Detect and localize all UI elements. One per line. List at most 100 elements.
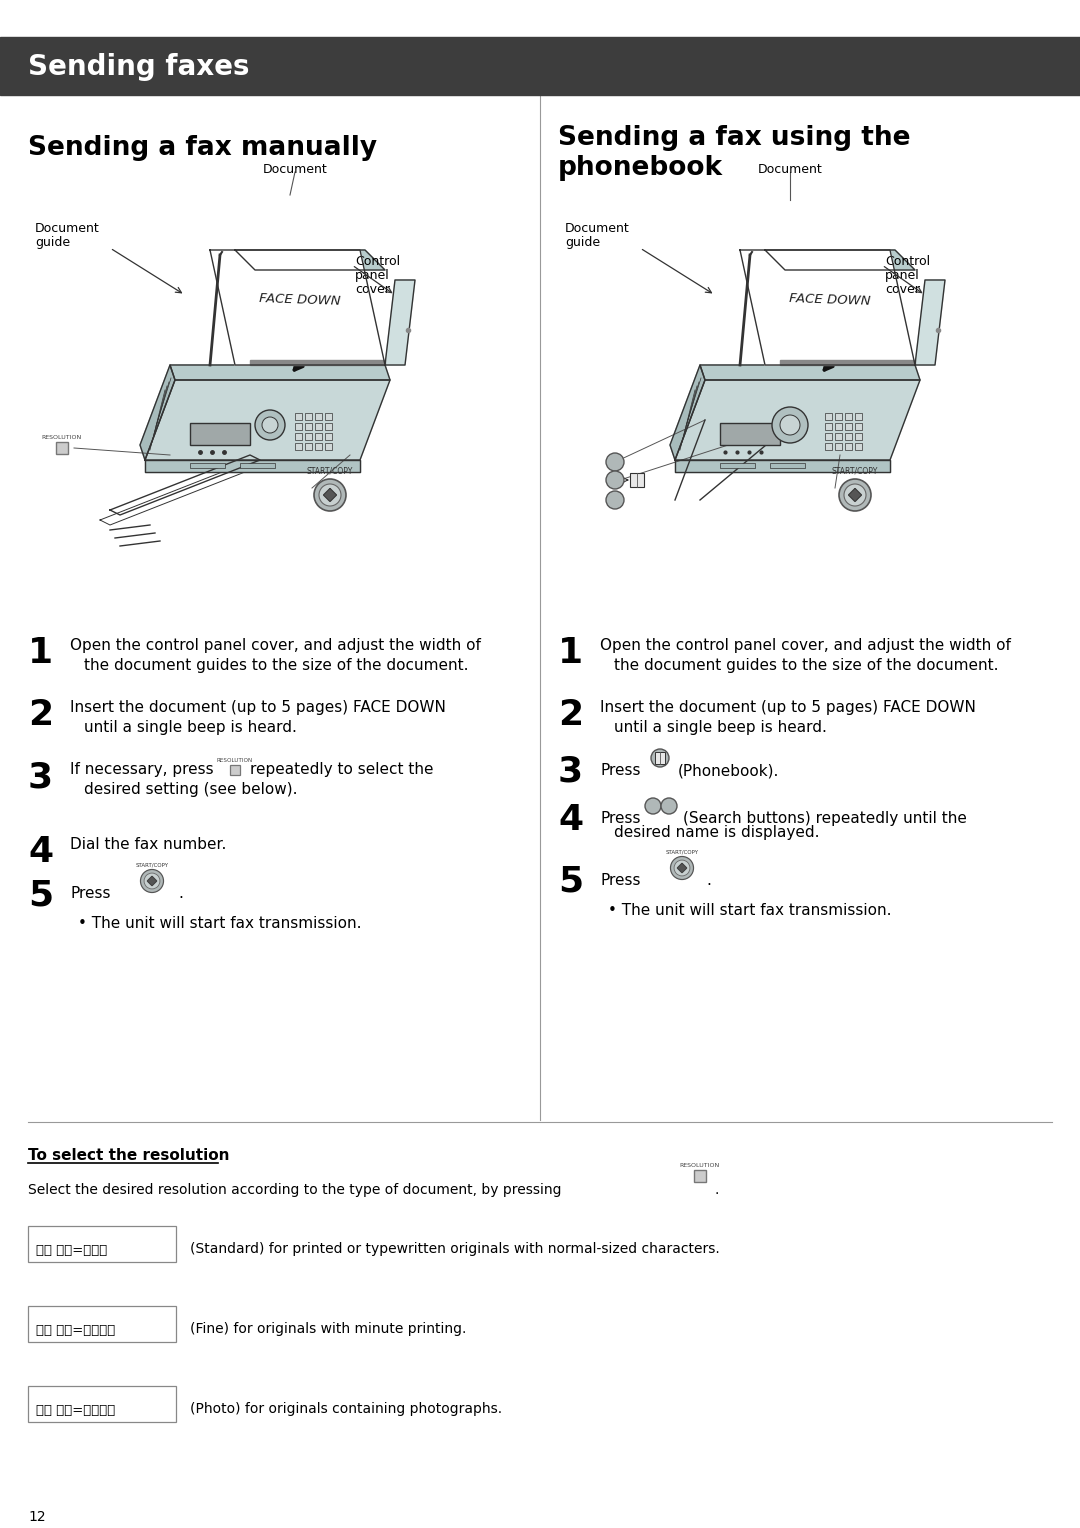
Text: until a single beep is heard.: until a single beep is heard. xyxy=(615,720,827,735)
Polygon shape xyxy=(780,361,915,365)
Polygon shape xyxy=(210,251,384,365)
Text: Document: Document xyxy=(758,163,822,176)
Text: Press: Press xyxy=(600,762,640,778)
Text: Press: Press xyxy=(600,872,640,888)
Bar xyxy=(720,463,755,468)
Polygon shape xyxy=(235,251,384,270)
Text: START/COPY: START/COPY xyxy=(307,468,353,477)
Circle shape xyxy=(651,749,669,767)
Polygon shape xyxy=(915,280,945,365)
Text: • The unit will start fax transmission.: • The unit will start fax transmission. xyxy=(608,903,891,918)
Bar xyxy=(325,423,332,429)
Bar xyxy=(295,443,302,451)
Bar xyxy=(770,463,805,468)
Polygon shape xyxy=(740,251,915,365)
Polygon shape xyxy=(110,455,260,515)
Text: Press: Press xyxy=(70,886,110,902)
Polygon shape xyxy=(100,465,249,526)
Text: 4: 4 xyxy=(28,834,53,869)
Text: If necessary, press: If necessary, press xyxy=(70,762,214,778)
Text: 12: 12 xyxy=(28,1510,45,1523)
Text: guide: guide xyxy=(35,235,70,249)
Text: the document guides to the size of the document.: the document guides to the size of the d… xyxy=(84,659,469,672)
Text: panel: panel xyxy=(355,269,390,283)
Bar xyxy=(315,443,322,451)
Bar xyxy=(305,413,312,420)
Text: (Fine) for originals with minute printing.: (Fine) for originals with minute printin… xyxy=(190,1322,467,1335)
Text: 1: 1 xyxy=(28,636,53,669)
Bar xyxy=(835,443,842,451)
Circle shape xyxy=(843,484,866,506)
Bar xyxy=(825,443,832,451)
Polygon shape xyxy=(700,365,920,380)
Polygon shape xyxy=(147,877,157,886)
Circle shape xyxy=(140,869,163,892)
Polygon shape xyxy=(145,380,390,460)
Text: 5: 5 xyxy=(558,865,583,898)
Text: FACE DOWN: FACE DOWN xyxy=(789,292,870,309)
Circle shape xyxy=(262,417,278,432)
Bar xyxy=(295,423,302,429)
Bar xyxy=(325,443,332,451)
Bar xyxy=(855,423,862,429)
Bar xyxy=(855,432,862,440)
Bar xyxy=(845,432,852,440)
Text: panel: panel xyxy=(885,269,920,283)
Text: Insert the document (up to 5 pages) FACE DOWN: Insert the document (up to 5 pages) FACE… xyxy=(70,700,446,715)
Bar xyxy=(28,1386,176,1423)
Text: RESOLUTION: RESOLUTION xyxy=(217,758,253,762)
Text: repeatedly to select the: repeatedly to select the xyxy=(249,762,433,778)
Circle shape xyxy=(671,857,693,880)
Text: To select the resolution: To select the resolution xyxy=(28,1148,229,1163)
Text: 5: 5 xyxy=(28,879,53,912)
Bar xyxy=(325,413,332,420)
Text: Insert the document (up to 5 pages) FACE DOWN: Insert the document (up to 5 pages) FACE… xyxy=(600,700,976,715)
Text: .: . xyxy=(715,1183,719,1196)
Circle shape xyxy=(839,478,870,510)
Text: 3: 3 xyxy=(558,755,583,788)
Bar xyxy=(630,474,644,487)
Polygon shape xyxy=(384,280,415,365)
Text: ガ シツ=フツウ: ガ シツ=フツウ xyxy=(36,1244,107,1258)
Bar xyxy=(190,423,249,445)
Text: START/COPY: START/COPY xyxy=(665,850,699,854)
Bar xyxy=(654,752,665,764)
Bar xyxy=(315,423,322,429)
Circle shape xyxy=(255,410,285,440)
Text: .: . xyxy=(706,872,711,888)
Bar xyxy=(835,432,842,440)
Circle shape xyxy=(645,798,661,814)
Bar xyxy=(835,423,842,429)
Circle shape xyxy=(144,872,160,889)
Polygon shape xyxy=(145,460,360,472)
Text: (Search buttons) repeatedly until the: (Search buttons) repeatedly until the xyxy=(683,811,967,827)
Polygon shape xyxy=(677,863,687,872)
Bar xyxy=(305,443,312,451)
Bar xyxy=(28,1225,176,1262)
Text: desired name is displayed.: desired name is displayed. xyxy=(615,825,820,840)
Text: Sending a fax manually: Sending a fax manually xyxy=(28,134,377,160)
Bar xyxy=(240,463,275,468)
Text: ガ シツ=シャシン: ガ シツ=シャシン xyxy=(36,1404,116,1416)
Text: 3: 3 xyxy=(28,759,53,795)
Text: Document: Document xyxy=(262,163,327,176)
Bar xyxy=(825,423,832,429)
Bar xyxy=(28,1306,176,1342)
Circle shape xyxy=(674,860,690,876)
Polygon shape xyxy=(675,380,920,460)
Bar xyxy=(190,463,225,468)
Text: Document: Document xyxy=(565,222,630,235)
Circle shape xyxy=(661,798,677,814)
Text: 4: 4 xyxy=(558,804,583,837)
Bar xyxy=(325,432,332,440)
Text: until a single beep is heard.: until a single beep is heard. xyxy=(84,720,297,735)
Text: Press: Press xyxy=(600,811,640,827)
Text: (Standard) for printed or typewritten originals with normal-sized characters.: (Standard) for printed or typewritten or… xyxy=(190,1242,719,1256)
Text: guide: guide xyxy=(565,235,600,249)
Bar xyxy=(845,423,852,429)
Text: Open the control panel cover, and adjust the width of: Open the control panel cover, and adjust… xyxy=(70,639,481,652)
Bar xyxy=(825,432,832,440)
Bar xyxy=(845,443,852,451)
Bar xyxy=(835,413,842,420)
Text: Document: Document xyxy=(35,222,99,235)
